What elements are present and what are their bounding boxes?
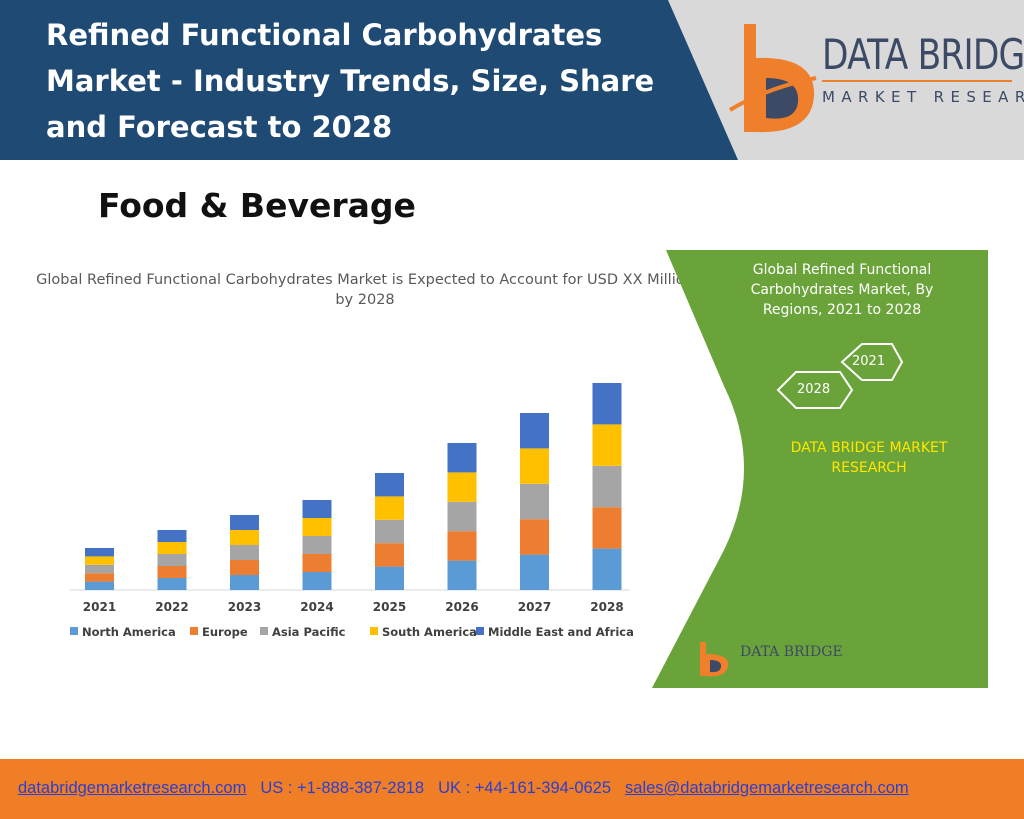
legend-label: Europe <box>202 625 248 639</box>
panel-logo-text: DATA BRIDGE <box>740 644 843 660</box>
bar-2027-asia-pacific <box>520 483 549 520</box>
chart-title: Global Refined Functional Carbohydrates … <box>36 272 694 308</box>
bar-2024-north-america <box>302 572 332 590</box>
bar-2023-middle-east-and-africa <box>230 515 259 530</box>
x-tick-label: 2022 <box>155 600 188 614</box>
bar-2025-south-america <box>375 496 404 520</box>
bar-2027-europe <box>520 519 549 555</box>
x-tick-label: 2024 <box>300 600 333 614</box>
logo-divider <box>822 80 1012 82</box>
legend-label: South America <box>382 625 477 639</box>
header-band <box>0 0 738 160</box>
legend-label: Middle East and Africa <box>488 625 634 639</box>
panel-logo: DATA BRIDGE <box>690 640 860 680</box>
logo-subtitle: MARKET RESEARCH <box>822 88 1024 106</box>
bar-2022-middle-east-and-africa <box>157 530 187 542</box>
x-tick-label: 2027 <box>518 600 551 614</box>
bar-2026-south-america <box>447 472 477 502</box>
logo-mark-icon <box>728 24 817 133</box>
bar-2024-south-america <box>302 518 332 536</box>
panel-background <box>652 250 988 688</box>
legend-swatch <box>70 627 78 635</box>
bar-2022-asia-pacific <box>157 554 187 566</box>
bar-2023-south-america <box>230 530 259 545</box>
info-panel: Global Refined Functional Carbohydrates … <box>652 250 988 688</box>
bar-2022-north-america <box>157 578 187 590</box>
bar-2024-middle-east-and-africa <box>302 500 332 518</box>
bar-2021-south-america <box>85 556 114 565</box>
bar-2023-europe <box>230 560 259 575</box>
bar-2024-europe <box>302 554 332 572</box>
legend-swatch <box>260 627 268 635</box>
email-link[interactable]: sales@databridgemarketresearch.com <box>625 779 909 797</box>
stacked-bar-chart: 2021 2022 2023 2024 2025 2026 2027 2028 North Am… <box>70 383 634 639</box>
hex-label-2021: 2021 <box>852 354 886 369</box>
bar-2025-north-america <box>375 566 404 590</box>
header-banner: Refined Functional Carbohydrates Market … <box>0 0 1024 160</box>
bar-2026-middle-east-and-africa <box>447 443 477 473</box>
x-tick-label: 2026 <box>445 600 478 614</box>
legend-label: North America <box>82 625 176 639</box>
x-tick-label: 2023 <box>228 600 261 614</box>
website-link[interactable]: databridgemarketresearch.com <box>18 779 247 797</box>
x-tick-label: 2028 <box>590 600 623 614</box>
legend-item: Middle East and Africa <box>476 625 634 639</box>
uk-phone: UK : +44-161-394-0625 <box>438 779 612 797</box>
legend-swatch <box>190 627 198 635</box>
hex-label-2028: 2028 <box>797 382 831 397</box>
footer-contacts: databridgemarketresearch.com US : +1-888… <box>18 779 909 798</box>
chart-area: 2021 2022 2023 2024 2025 2026 2027 2028 North Am… <box>30 250 694 690</box>
bar-2027-middle-east-and-africa <box>520 413 549 449</box>
bar-2027-north-america <box>520 554 549 590</box>
logo-name: DATA BRIDGE <box>822 30 1024 79</box>
bar-2025-middle-east-and-africa <box>375 473 404 497</box>
bar-2028-north-america <box>592 548 622 590</box>
bar-2026-asia-pacific <box>447 501 477 532</box>
bar-2021-north-america <box>85 581 114 590</box>
bar-2025-asia-pacific <box>375 519 404 544</box>
panel-title: Global Refined Functional Carbohydrates … <box>750 262 934 318</box>
panel-brand: DATA BRIDGE MARKET RESEARCH <box>790 440 948 476</box>
hexagon-2028-icon <box>776 371 854 409</box>
company-logo: DATA BRIDGE MARKET RESEARCH <box>726 18 1024 142</box>
bar-2021-europe <box>85 573 114 582</box>
legend-item: South America <box>370 625 477 639</box>
page-title: Refined Functional Carbohydrates Market … <box>46 18 655 144</box>
bar-2022-europe <box>157 566 187 578</box>
legend-item: North America <box>70 625 176 639</box>
bar-2021-middle-east-and-africa <box>85 548 114 557</box>
legend-label: Asia Pacific <box>272 625 346 639</box>
legend-swatch <box>370 627 378 635</box>
legend-swatch <box>476 627 484 635</box>
legend-item: Asia Pacific <box>260 625 346 639</box>
bar-2028-asia-pacific <box>592 465 622 508</box>
bar-2025-europe <box>375 543 404 567</box>
category-heading: Food & Beverage <box>98 186 416 225</box>
bar-2023-north-america <box>230 575 259 590</box>
bar-2027-south-america <box>520 448 549 484</box>
hexagon-2021-icon <box>840 343 904 381</box>
bar-2023-asia-pacific <box>230 545 259 560</box>
bar-2028-middle-east-and-africa <box>592 383 622 425</box>
footer-bar: databridgemarketresearch.com US : +1-888… <box>0 759 1024 819</box>
bar-2022-south-america <box>157 542 187 554</box>
panel-logo-mark-icon <box>700 642 729 677</box>
bar-2026-north-america <box>447 560 477 590</box>
bar-2024-asia-pacific <box>302 536 332 554</box>
panel-shape <box>652 250 988 688</box>
us-phone: US : +1-888-387-2818 <box>260 779 425 797</box>
bar-2028-europe <box>592 507 622 549</box>
bar-2026-europe <box>447 531 477 561</box>
x-tick-label: 2025 <box>373 600 406 614</box>
x-tick-label: 2021 <box>83 600 116 614</box>
bar-2021-asia-pacific <box>85 564 114 574</box>
legend-item: Europe <box>190 625 248 639</box>
bar-2028-south-america <box>592 424 622 466</box>
